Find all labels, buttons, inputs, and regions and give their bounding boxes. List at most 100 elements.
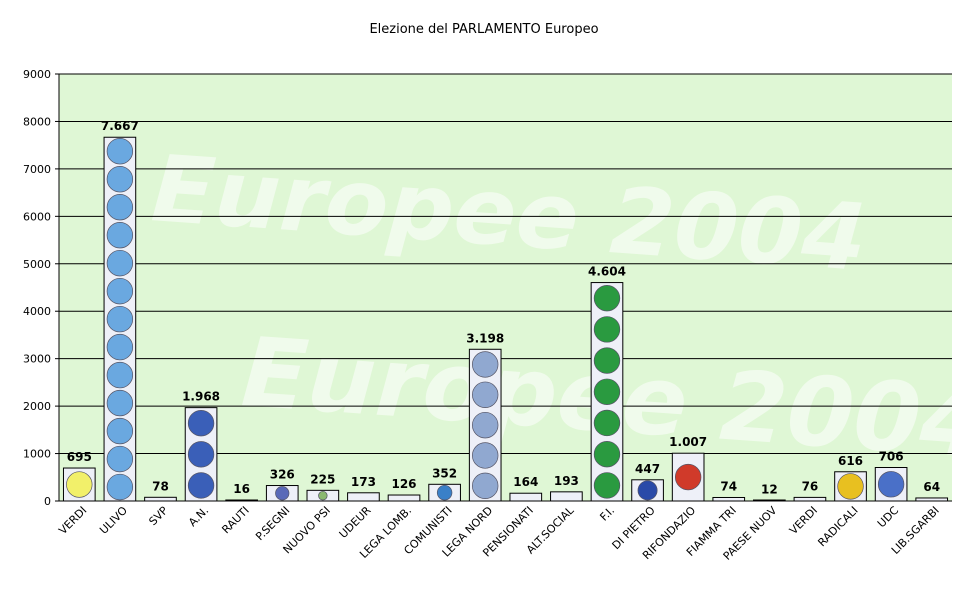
data-label: 78 xyxy=(152,479,169,493)
party-logo-icon xyxy=(187,410,215,437)
bar-group xyxy=(184,407,218,502)
category-label: VERDI xyxy=(787,504,820,537)
party-logo-icon xyxy=(275,486,290,501)
party-logo-icon xyxy=(637,480,658,501)
party-logo-icon xyxy=(593,378,621,405)
party-logo-icon xyxy=(106,473,134,501)
data-label: 1.007 xyxy=(669,435,707,449)
party-logo-icon xyxy=(472,411,499,439)
party-logo-icon xyxy=(106,361,134,389)
party-logo-icon xyxy=(593,441,621,468)
party-logo-icon xyxy=(106,445,134,473)
party-logo-icon xyxy=(674,463,702,491)
chart-title: Elezione del PARLAMENTO Europeo xyxy=(369,22,598,37)
party-logo-icon xyxy=(106,333,134,361)
category-label: UDC xyxy=(875,504,902,531)
bar-group xyxy=(265,485,299,502)
y-tick-label: 7000 xyxy=(23,163,51,176)
y-tick-label: 8000 xyxy=(23,115,51,128)
party-logo-icon xyxy=(187,441,215,468)
party-logo-icon xyxy=(106,166,134,193)
data-label: 4.604 xyxy=(588,265,626,279)
bar-group xyxy=(306,489,340,502)
party-logo-icon xyxy=(106,194,134,221)
category-label: UDEUR xyxy=(337,504,374,541)
party-logo-icon xyxy=(593,316,621,343)
y-tick-label: 4000 xyxy=(23,305,51,318)
data-label: 193 xyxy=(554,474,579,488)
data-label: 706 xyxy=(879,450,904,464)
bar-group xyxy=(387,494,421,502)
party-logo-icon xyxy=(837,473,864,500)
y-tick-label: 1000 xyxy=(23,448,51,461)
data-label: 164 xyxy=(513,475,538,489)
category-label: A.N. xyxy=(186,504,211,529)
bar-group xyxy=(874,467,908,502)
bar xyxy=(509,492,543,502)
data-label: 326 xyxy=(270,468,295,482)
party-logo-icon xyxy=(436,484,453,501)
party-logo-icon xyxy=(106,389,134,417)
data-label: 74 xyxy=(720,479,737,493)
category-label: RAUTI xyxy=(219,504,251,536)
data-label: 1.968 xyxy=(182,390,220,404)
party-logo-icon xyxy=(877,471,905,498)
bar xyxy=(387,494,421,502)
category-label: VERDI xyxy=(56,504,89,537)
bar-group xyxy=(631,479,664,502)
data-label: 225 xyxy=(310,472,335,486)
y-tick-label: 2000 xyxy=(23,400,51,413)
bar xyxy=(712,496,746,502)
bar-group xyxy=(509,492,543,502)
category-label: P.SEGNI xyxy=(253,504,292,543)
party-logo-icon xyxy=(593,347,621,374)
party-logo-icon xyxy=(472,442,499,469)
bar-group xyxy=(144,496,177,502)
party-logo-icon xyxy=(318,490,328,501)
party-logo-icon xyxy=(593,472,621,499)
party-logo-icon xyxy=(106,138,134,165)
party-logo-icon xyxy=(106,417,134,445)
bar-group xyxy=(550,491,583,502)
bar xyxy=(144,496,177,502)
bar-group xyxy=(671,452,705,502)
bar-group xyxy=(347,492,380,502)
category-label: ULIVO xyxy=(97,504,130,537)
y-tick-label: 6000 xyxy=(23,210,51,223)
data-label: 7.667 xyxy=(101,119,139,133)
data-label: 616 xyxy=(838,454,863,468)
y-tick-label: 9000 xyxy=(23,68,51,81)
bar-group xyxy=(590,282,624,502)
bar-group xyxy=(468,348,502,502)
category-label: RADICALI xyxy=(815,504,860,549)
party-logo-icon xyxy=(472,472,499,500)
party-logo-icon xyxy=(472,351,499,378)
data-label: 16 xyxy=(233,482,250,496)
party-logo-icon xyxy=(472,381,499,408)
bars xyxy=(62,136,949,502)
bar-group xyxy=(428,483,461,502)
party-logo-icon xyxy=(187,472,215,499)
y-tick-label: 0 xyxy=(44,495,51,508)
category-label: SVP xyxy=(146,504,170,528)
y-axis: 0 1000 2000 3000 4000 5000 6000 7000 8000 9000 xyxy=(23,68,60,508)
data-label: 352 xyxy=(432,466,457,480)
data-label: 126 xyxy=(391,477,416,491)
data-label: 64 xyxy=(923,480,940,494)
y-tick-label: 5000 xyxy=(23,258,51,271)
party-logo-icon xyxy=(593,409,621,437)
bar-group xyxy=(62,467,96,502)
data-label: 3.198 xyxy=(466,331,504,345)
bar-group xyxy=(712,496,746,502)
bar xyxy=(550,491,583,502)
bar-group xyxy=(834,471,867,502)
data-label: 76 xyxy=(802,479,819,493)
bar-group xyxy=(793,496,827,502)
party-logo-icon xyxy=(66,471,93,498)
y-tick-label: 3000 xyxy=(23,353,51,366)
data-label: 12 xyxy=(761,482,778,496)
bar-group xyxy=(103,136,137,502)
party-logo-icon xyxy=(106,221,134,249)
